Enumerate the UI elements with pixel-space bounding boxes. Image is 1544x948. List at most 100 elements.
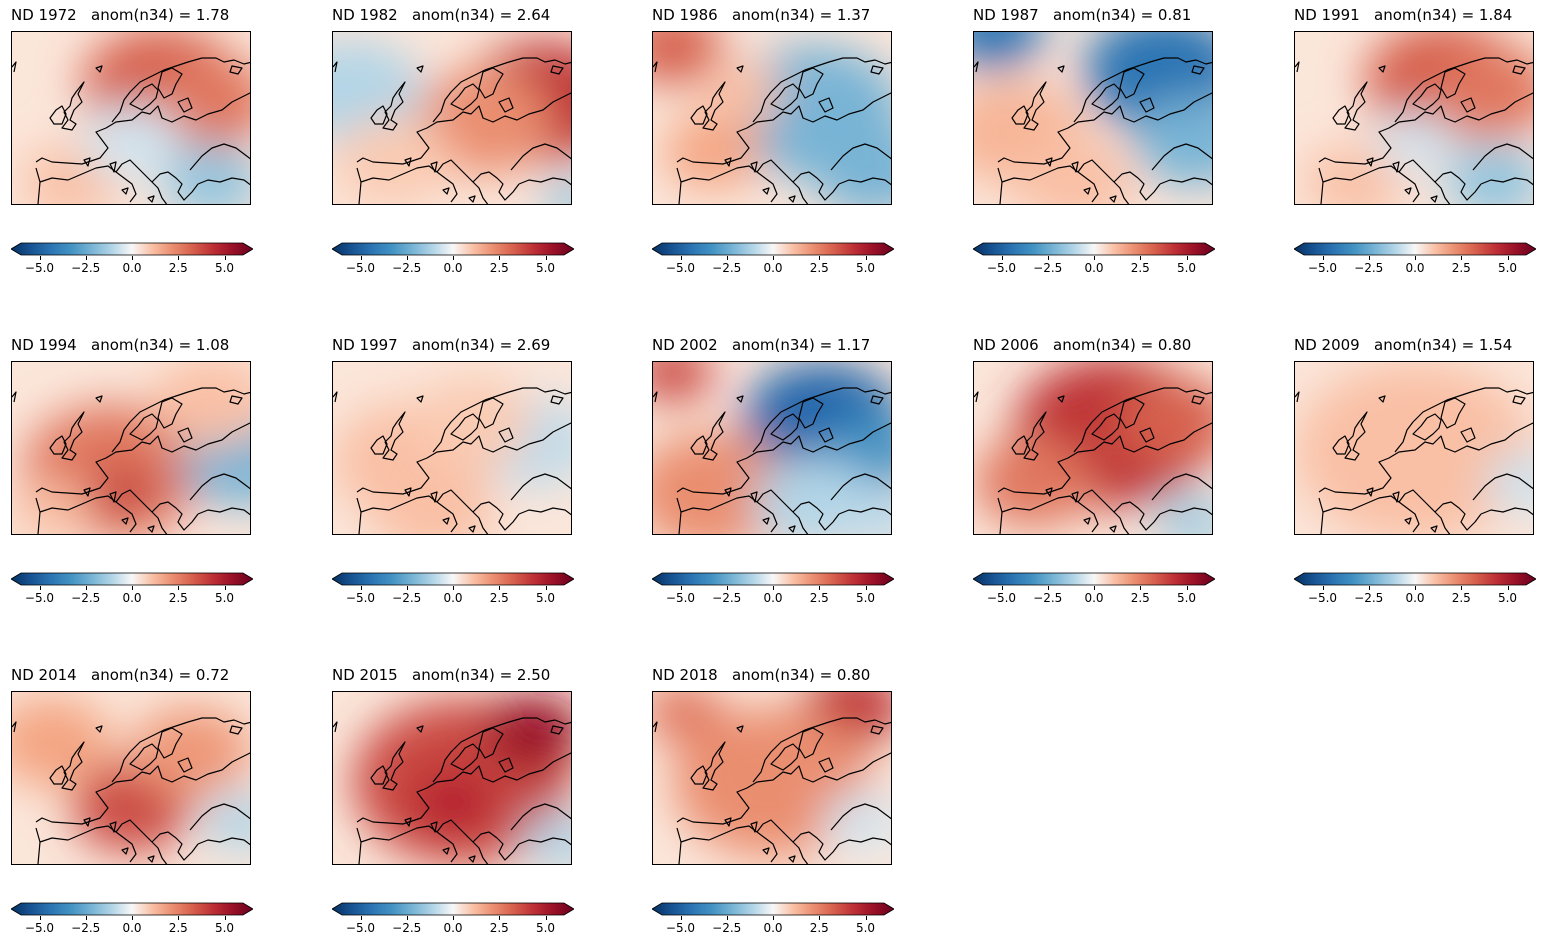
coastline [550,65,564,75]
colorbar [652,572,894,586]
coastline [177,757,193,773]
anomaly-region [843,492,891,534]
coastline [736,65,744,73]
coastline [356,92,571,165]
coastline [83,487,91,497]
colorbar-tick-label: 2.5 [1130,261,1150,275]
colorbar-tick-mark [1140,586,1142,590]
coastline [95,395,103,403]
colorbar-tick-mark [132,916,133,920]
coastline [360,165,458,203]
colorbar-tick-label: −2.5 [1354,591,1384,605]
colorbar-tick-mark [406,586,408,590]
colorbar-tick-mark [85,256,87,260]
coastline [1045,157,1053,167]
coastline [1318,92,1533,165]
panel-title: ND 2006 anom(n34) = 0.80 [973,336,1192,354]
colorbar-tick-label: −2.5 [392,921,422,935]
coastline [792,501,840,531]
coastline [1412,413,1442,441]
coastline [1440,67,1466,99]
coastline [478,67,504,99]
map-panel: ND 1986 anom(n34) = 1.37 −5.0 −2.5 0.0 2.5 5.… [652,6,952,288]
coastline [756,159,809,204]
coastline [109,491,117,503]
panel-title: ND 2018 anom(n34) = 0.80 [652,666,871,684]
colorbar-body [652,242,894,256]
colorbar-tick-label: −5.0 [986,261,1017,275]
colorbar-tick-label: 2.5 [1451,261,1471,275]
colorbar-tick-mark [726,586,728,590]
coastline [974,391,979,403]
colorbar-tick-label: −5.0 [24,591,55,605]
coastline [1159,177,1212,186]
anomaly-region [1134,97,1212,187]
coastline [680,825,778,863]
coastline [121,187,129,195]
coastline [1430,195,1438,203]
colorbar-body [652,572,894,586]
coastline [39,825,137,863]
map-frame [11,691,251,865]
map-panel: ND 2014 anom(n34) = 0.72 −5.0 −2.5 0.0 2.5 5.… [11,666,311,948]
colorbar-tick-label: 5.0 [535,921,556,935]
colorbar-tick-label: −5.0 [1307,261,1338,275]
colorbar-tick-mark [773,586,774,590]
map-frame [332,691,572,865]
colorbar-tick-mark [1001,586,1003,590]
colorbar-tick-label: 0.0 [1405,261,1425,275]
coastline [770,413,800,441]
coastline [49,105,67,125]
coastline [1434,171,1482,201]
coastline [1404,187,1412,195]
coastline [333,721,338,733]
coastline [1366,487,1374,497]
coastline [690,105,708,125]
coastline [35,422,250,495]
map-panel: ND 2009 anom(n34) = 1.54 −5.0 −2.5 0.0 2.5 5.… [1294,336,1544,618]
coastline [1023,411,1047,461]
colorbar [973,572,1215,586]
colorbar-tick-label: 5.0 [855,261,876,275]
coastline [35,92,250,165]
coastline [229,65,243,75]
colorbar-tick-label: 0.0 [122,921,142,935]
colorbar-body [652,902,894,916]
coastline [157,727,183,759]
coastline [818,757,834,773]
anomaly-map [653,362,891,534]
coastline [1295,61,1300,73]
coastline [1344,81,1368,131]
anomaly-map [1295,32,1533,204]
colorbar-tick-mark [224,586,226,590]
coastline [792,831,840,861]
anomaly-region [373,467,493,534]
anomaly-region [1295,362,1533,534]
coastline [356,422,571,495]
coastline [830,473,891,501]
coastline [1191,65,1205,75]
colorbar-tick-label: −5.0 [345,591,376,605]
coastline [798,727,824,759]
colorbar-tick-mark [545,256,547,260]
coastline [147,195,155,203]
coastline [870,725,884,735]
colorbar-tick-label: 2.5 [168,921,188,935]
colorbar-body [332,572,574,586]
colorbar-tick-label: −5.0 [665,921,696,935]
anomaly-map [333,362,571,534]
map-panel: ND 2002 anom(n34) = 1.17 −5.0 −2.5 0.0 2.5 5.… [652,336,952,618]
colorbar-tick-mark [360,916,362,920]
coastline [111,57,250,123]
coastline [436,159,489,204]
map-panel: ND 1982 anom(n34) = 2.64 −5.0 −2.5 0.0 2.5 5.… [332,6,632,288]
colorbar-body [973,242,1215,256]
coastline [1480,177,1533,186]
coastline [830,143,891,171]
anomaly-region [162,144,250,204]
coastline [197,837,250,846]
coastline [151,831,199,861]
anomaly-region [653,362,713,402]
coastline [752,717,891,783]
coastline [1322,495,1420,533]
